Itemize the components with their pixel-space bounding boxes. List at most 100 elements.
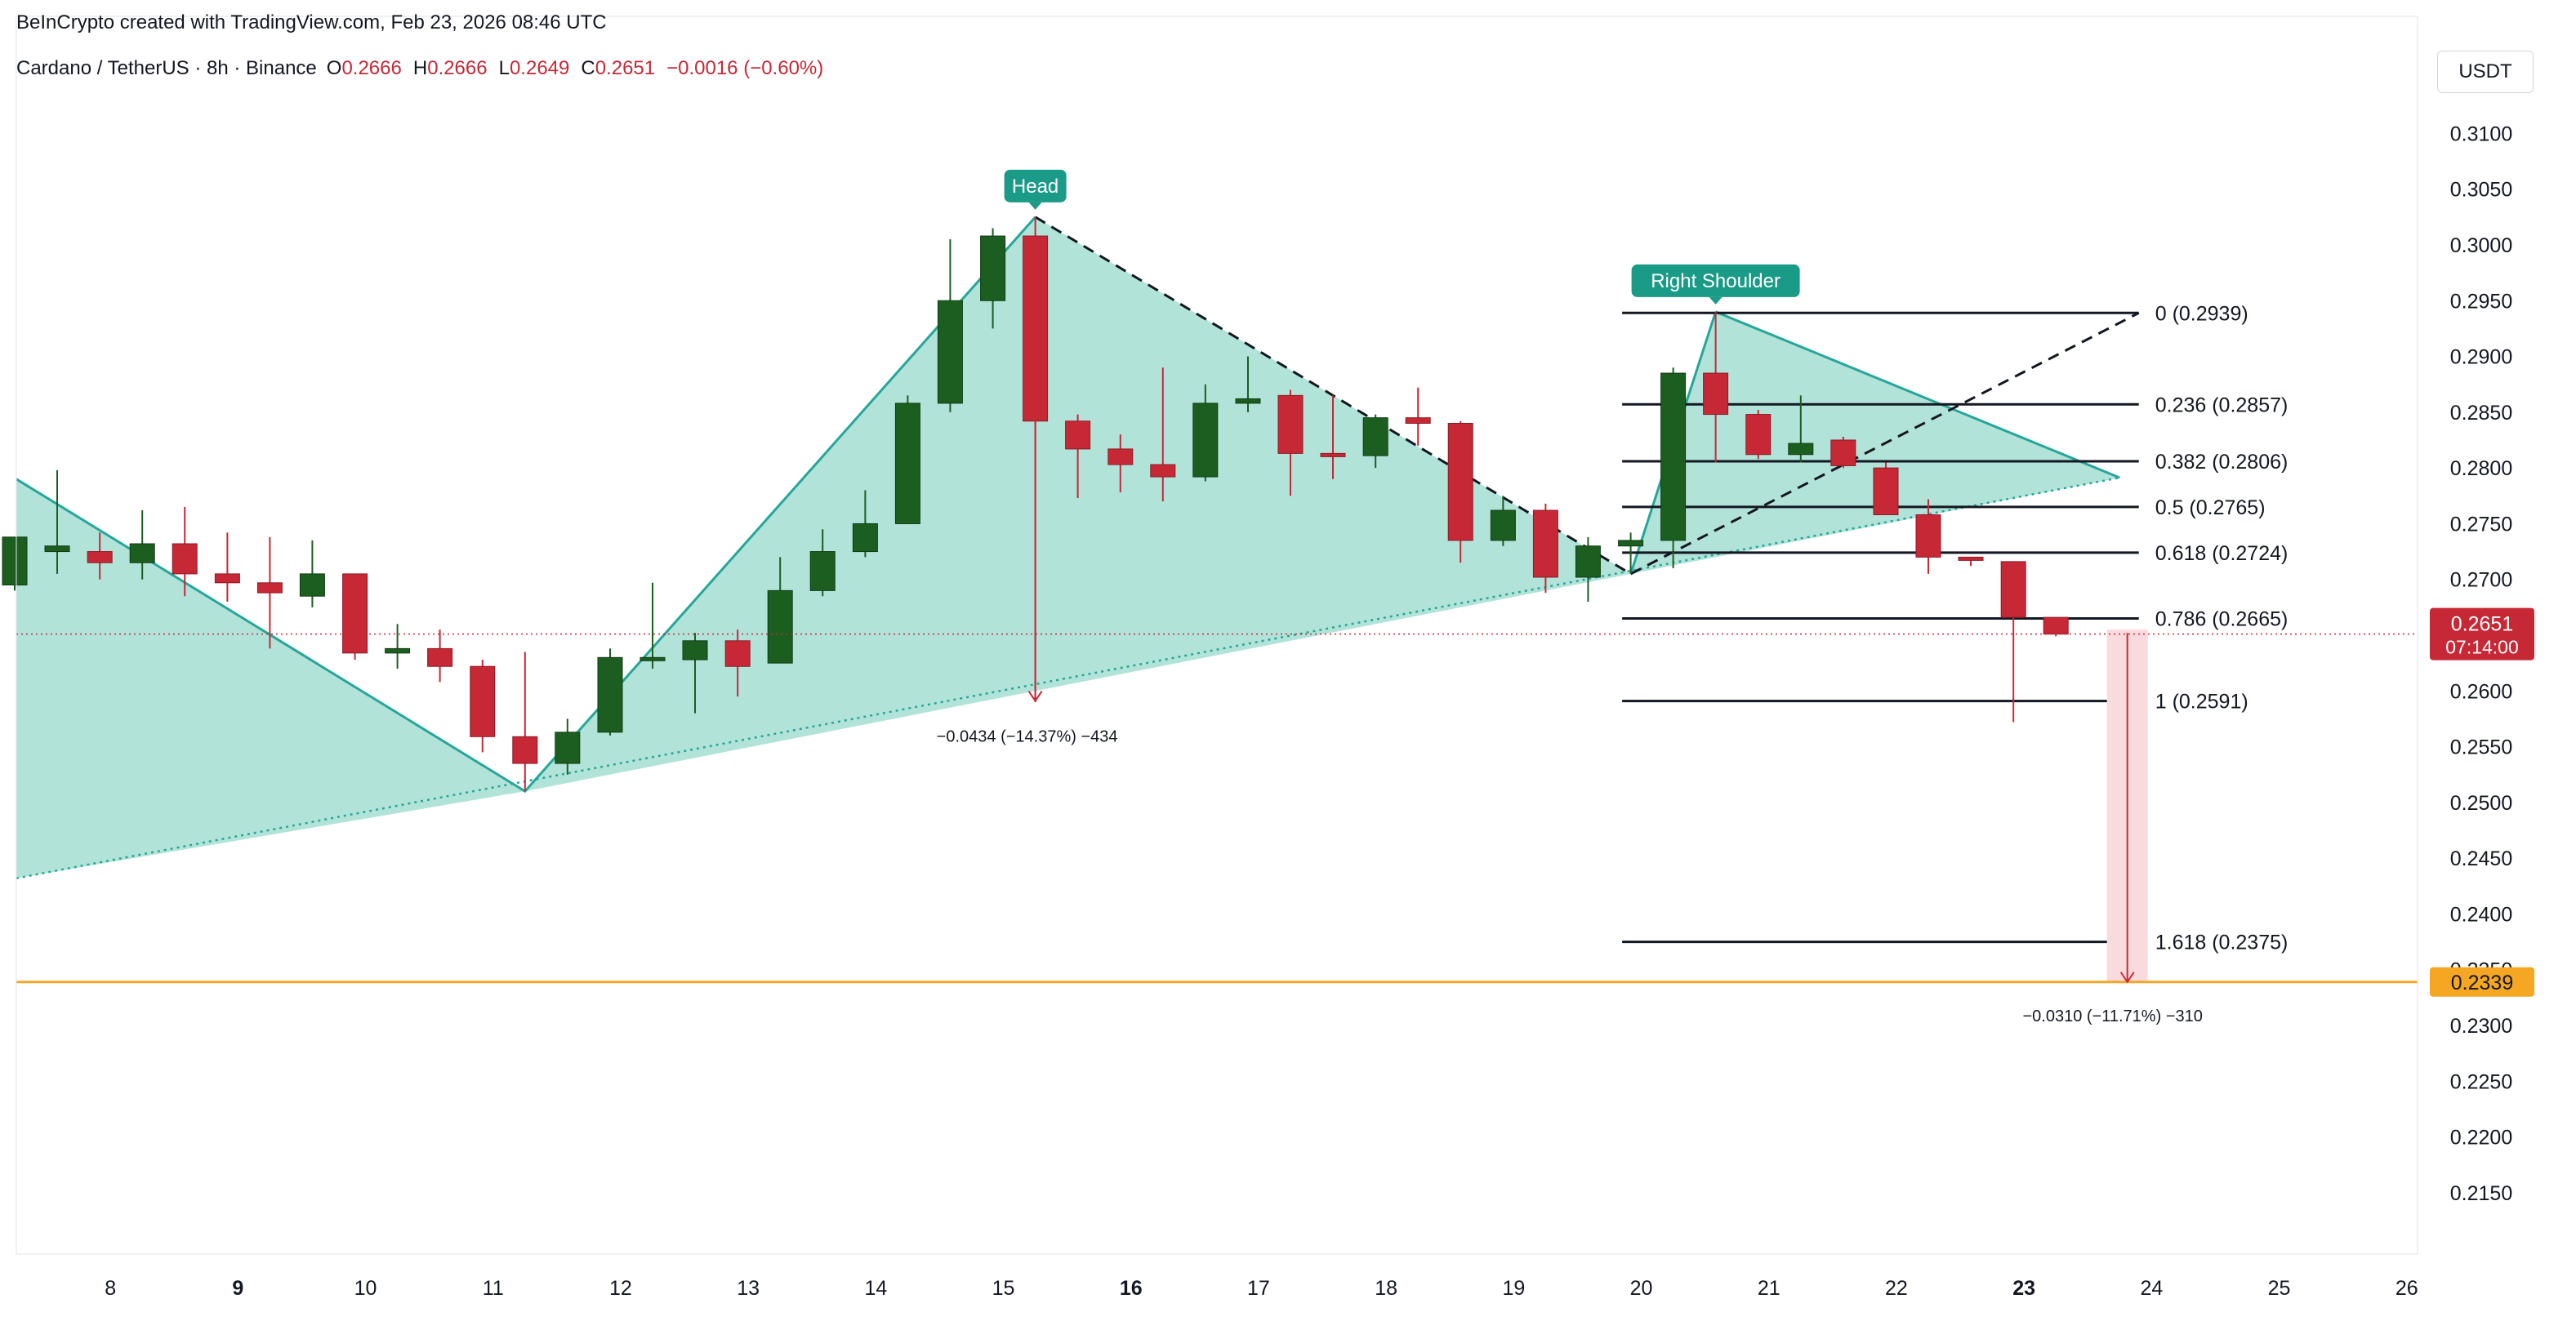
x-tick-label: 11	[483, 1277, 504, 1300]
head-label: Head	[1012, 176, 1058, 198]
support-price-label: 0.2339	[2451, 972, 2513, 994]
ohlc-low-value: 0.2649	[509, 57, 570, 79]
y-tick-label: 0.2850	[2450, 402, 2512, 425]
candle-body	[980, 235, 1006, 301]
y-tick-label: 0.2550	[2450, 736, 2512, 759]
current-price-label: 0.2651	[2451, 613, 2513, 636]
fib-level-label: 0.786 (0.2665)	[2155, 608, 2289, 631]
candle-body	[767, 589, 793, 664]
head-area	[524, 216, 1631, 792]
credit-text: BeInCrypto created with TradingView.com,…	[16, 11, 607, 33]
candle-body	[1873, 467, 1899, 515]
candle-body	[512, 736, 538, 764]
chart-credit: BeInCrypto created with TradingView.com,…	[16, 11, 618, 34]
right-shoulder-area	[1630, 311, 2120, 574]
candle-body	[129, 543, 155, 563]
currency-button[interactable]: USDT	[2437, 51, 2534, 93]
y-tick-label: 0.2500	[2450, 792, 2512, 815]
x-tick-label: 13	[737, 1277, 760, 1300]
ohlc-high-value: 0.2666	[427, 57, 488, 79]
x-tick-label: 18	[1375, 1277, 1397, 1300]
head-and-shoulders-pattern	[16, 216, 2120, 879]
y-tick-label: 0.2250	[2450, 1070, 2512, 1093]
head-badge	[1004, 169, 1067, 202]
ohlc-high-label: H	[412, 57, 428, 79]
candle-body	[937, 300, 963, 404]
candle-body	[2043, 616, 2069, 635]
right-shoulder-label: Right Shoulder	[1651, 270, 1780, 292]
x-tick-label: 17	[1247, 1277, 1270, 1300]
overlay-annotations: −0.0434 (−14.37%) −434 −0.0310 (−11.71%) …	[16, 169, 2418, 1025]
candle-body	[385, 647, 411, 654]
target-measure-label: −0.0310 (−11.71%) −310	[2022, 1007, 2202, 1025]
y-tick-label: 0.3000	[2450, 234, 2512, 257]
fib-level-label: 0 (0.2939)	[2155, 302, 2248, 325]
candle-body	[2, 536, 28, 586]
head-measure-label: −0.0434 (−14.37%) −434	[937, 728, 1118, 746]
candle-body	[894, 403, 920, 524]
x-tick-label: 20	[1630, 1277, 1653, 1300]
x-tick-label: 19	[1502, 1277, 1525, 1300]
candle-body	[1788, 443, 1814, 456]
x-tick-label: 26	[2396, 1277, 2418, 1300]
candle-body	[1830, 439, 1856, 466]
candle-body	[1235, 398, 1261, 404]
y-tick-label: 0.3050	[2450, 179, 2512, 202]
ohlc-change: −0.0016 (−0.60%)	[666, 57, 824, 79]
candle-body	[1192, 403, 1219, 478]
y-tick-label: 0.2700	[2450, 569, 2512, 592]
fib-anchor-line	[1629, 311, 2140, 576]
axes: 0.31500.31000.30500.30000.29500.29000.28…	[16, 16, 2534, 1300]
y-tick-label: 0.2400	[2450, 903, 2512, 926]
candle-body	[2000, 561, 2026, 618]
candle-body	[1703, 372, 1729, 416]
candle-body	[724, 640, 751, 667]
fib-level-label: 0.236 (0.2857)	[2155, 394, 2289, 416]
y-tick-label: 0.2950	[2450, 290, 2512, 313]
candle-body	[1150, 464, 1176, 478]
fib-level-label: 1 (0.2591)	[2155, 691, 2248, 714]
x-tick-label: 22	[1885, 1277, 1908, 1300]
ohlc-close-value: 0.2651	[595, 57, 656, 79]
candle-body	[1490, 509, 1516, 541]
candle-body	[809, 551, 836, 591]
y-tick-label: 0.2800	[2450, 457, 2512, 480]
head-badge-pointer	[1028, 202, 1042, 210]
candle-body	[1108, 448, 1134, 465]
ohlc-close-label: C	[581, 57, 595, 79]
x-tick-label: 24	[2140, 1277, 2163, 1300]
candle-body	[1277, 394, 1304, 454]
head-measure-arrow	[1027, 691, 1043, 703]
symbol-title[interactable]: Cardano / TetherUS · 8h · Binance	[16, 57, 317, 79]
candle-body	[427, 647, 453, 667]
candles	[2, 216, 2069, 792]
x-tick-label: 15	[992, 1277, 1015, 1300]
countdown-label: 07:14:00	[2445, 637, 2519, 658]
fib-level-label: 0.5 (0.2765)	[2155, 496, 2266, 519]
x-tick-label: 16	[1120, 1277, 1143, 1300]
x-tick-label: 23	[2012, 1277, 2035, 1300]
target-measure-arrow	[2119, 972, 2135, 984]
candle-body	[342, 573, 368, 654]
support-price-tag	[2430, 967, 2534, 997]
candle-body	[1915, 514, 1941, 558]
candle-body	[1065, 420, 1091, 450]
fib-level-label: 0.382 (0.2806)	[2155, 451, 2289, 474]
candle-body	[1362, 417, 1388, 456]
x-tick-label: 25	[2268, 1277, 2291, 1300]
ohlc-open-value: 0.2666	[341, 57, 402, 79]
candle-body	[1745, 414, 1772, 456]
ohlc-low-label: L	[498, 57, 510, 79]
y-tick-label: 0.2750	[2450, 513, 2512, 536]
candle-body	[172, 543, 198, 575]
candle-body	[44, 545, 70, 553]
ohlc-open-label: O	[326, 57, 342, 79]
legend-bar: Cardano / TetherUS · 8h · Binance O0.2666…	[16, 57, 835, 80]
fib-level-label: 0.618 (0.2724)	[2155, 542, 2289, 565]
candle-body	[1575, 545, 1601, 578]
right-shoulder-badge-pointer	[1709, 296, 1723, 305]
candle-body	[597, 656, 623, 733]
x-tick-label: 8	[105, 1277, 116, 1300]
candle-body	[682, 640, 708, 660]
